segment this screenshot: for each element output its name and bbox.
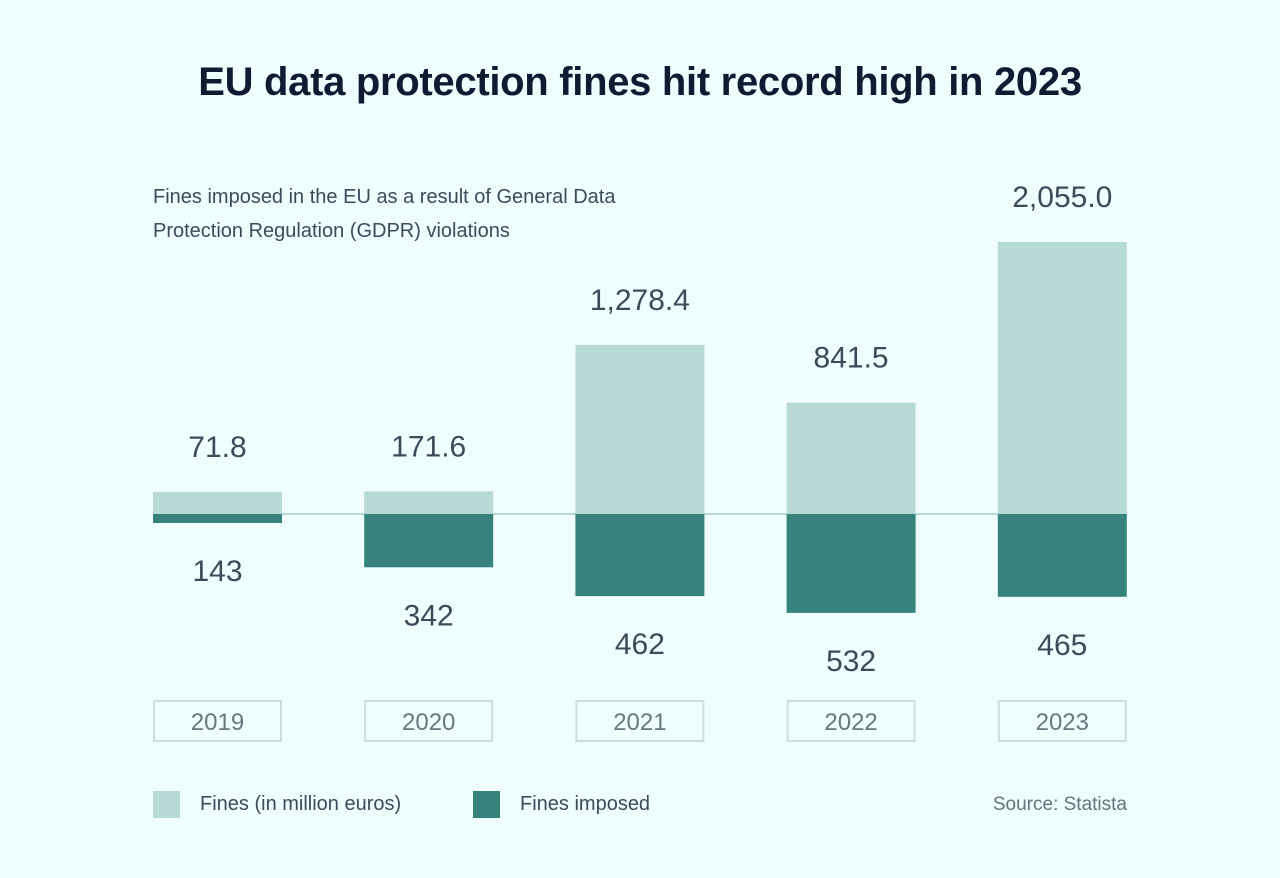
bar-fines-imposed [153,514,282,523]
legend-swatch-dark [473,791,500,818]
bar-fines-amount [786,402,916,514]
category-box [786,700,916,742]
data-label-fines-imposed: 143 [192,555,242,588]
bar-fines-imposed [786,514,916,613]
data-label-fines-amount: 171.6 [391,430,466,463]
bar-fines-amount [997,242,1127,514]
bar-fines-imposed [575,514,705,597]
category-label: 2023 [1036,709,1089,736]
data-label-fines-amount: 841.5 [814,342,889,375]
bar-fines-amount [575,344,705,514]
category-box [575,700,705,742]
legend-item-fines-count: Fines imposed [473,791,650,818]
data-label-fines-imposed: 465 [1037,629,1087,662]
chart-title: EU data protection fines hit record high… [198,60,1082,104]
category-box [364,700,494,742]
legend-label: Fines imposed [520,793,651,815]
bar-fines-imposed [997,514,1127,597]
bar-fines-imposed [364,514,494,568]
category-box [153,700,282,742]
category-label: 2022 [824,709,877,736]
category-label: 2019 [191,709,244,736]
source-note: Source: Statista [992,794,1127,815]
data-label-fines-imposed: 342 [404,599,454,632]
data-label-fines-imposed: 532 [826,645,876,678]
data-label-fines-amount: 1,278.4 [590,284,690,317]
legend-swatch-light [153,791,180,818]
bar-fines-amount [364,491,494,514]
legend-label: Fines (in million euros) [200,793,402,815]
bar-fines-amount [153,492,282,514]
data-label-fines-imposed: 462 [615,628,665,661]
chart-subtitle: Fines imposed in the EU as a result of G… [153,186,616,242]
legend-item-fines-amount: Fines (in million euros) [153,791,401,818]
data-label-fines-amount: 71.8 [188,431,246,464]
category-label: 2020 [402,709,455,736]
data-label-fines-amount: 2,055.0 [1012,181,1112,214]
category-label: 2021 [613,709,666,736]
category-box [997,700,1127,742]
